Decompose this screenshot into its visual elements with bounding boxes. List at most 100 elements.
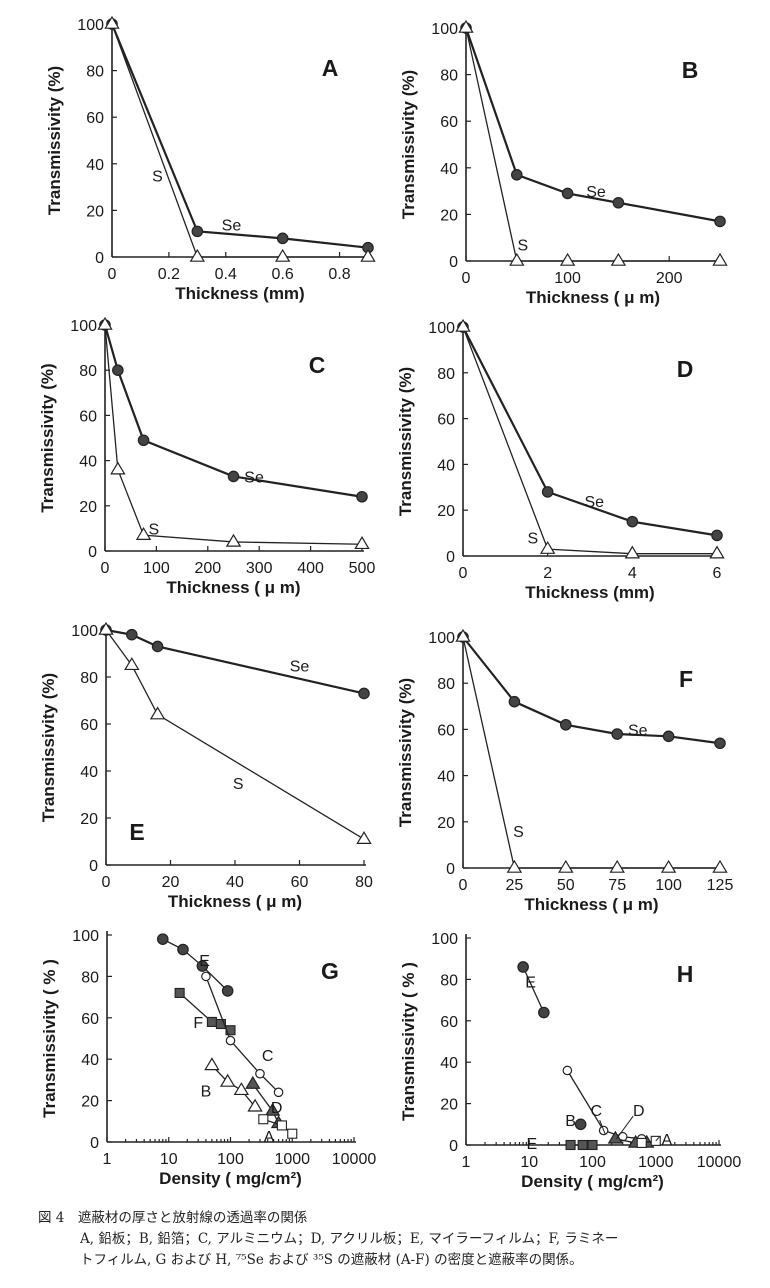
data-point — [662, 730, 675, 743]
y-axis-label: Transmissivity (%) — [45, 66, 64, 215]
series-e — [156, 933, 234, 997]
series-label: S — [513, 824, 524, 841]
series-e — [517, 961, 550, 1019]
data-point — [206, 1016, 217, 1027]
y-tick-label: 80 — [79, 363, 97, 380]
data-point — [562, 1065, 573, 1076]
series-line — [522, 966, 545, 1013]
series-label: A — [264, 1129, 275, 1146]
data-point — [360, 248, 376, 262]
chart-panel-d: 0 20 40 60 80 100 0 2 4 6 Thickness (mm) Transmissi… — [396, 318, 725, 602]
y-tick-label: 80 — [81, 969, 99, 986]
x-tick-label: 0 — [459, 877, 468, 894]
series-line — [205, 976, 280, 1093]
y-axis-label: Transmissivity (%) — [38, 363, 57, 512]
y-tick-label: 40 — [79, 454, 97, 471]
y-axis-label: Transmissivity (%) — [396, 678, 415, 827]
y-tick-label: 100 — [428, 630, 455, 647]
y-tick-label: 60 — [440, 1014, 458, 1031]
panel-letter: F — [679, 666, 693, 692]
series-line — [111, 23, 368, 258]
data-point — [189, 248, 206, 262]
series-line — [105, 629, 365, 840]
y-tick-label: 60 — [437, 412, 455, 429]
data-point — [97, 316, 113, 330]
data-point — [356, 490, 368, 503]
data-point — [565, 1139, 576, 1151]
x-tick-label: 75 — [608, 877, 626, 894]
x-tick-label: 0 — [108, 266, 117, 283]
data-point — [258, 1114, 269, 1125]
x-axis-label: Density ( mg/cm²) — [159, 1169, 302, 1188]
y-tick-label: 80 — [86, 64, 104, 81]
data-point — [508, 695, 521, 708]
x-tick-label: 300 — [246, 560, 273, 577]
data-point — [233, 1082, 250, 1096]
leader-line-a — [655, 1136, 660, 1142]
data-point — [517, 961, 529, 973]
data-point — [660, 859, 677, 873]
data-point — [255, 1068, 265, 1079]
x-tick-label: 0.8 — [328, 266, 350, 283]
data-point — [458, 19, 474, 33]
series-s — [455, 628, 728, 873]
figure-caption: 図 4 遮蔽材の厚さと放射線の透過率の関係 A, 鉛板；B, 鉛箔；C, アルミ… — [38, 1208, 758, 1271]
data-point — [135, 527, 152, 540]
series-label: S — [233, 776, 244, 793]
y-tick-label: 20 — [86, 203, 104, 220]
data-point — [712, 859, 728, 873]
series-f — [174, 987, 236, 1036]
series-se — [457, 631, 726, 750]
data-point — [509, 252, 525, 266]
x-tick-label: 100 — [554, 270, 581, 287]
data-point — [201, 971, 211, 982]
series-label: F — [193, 1015, 203, 1032]
y-tick-label: 40 — [437, 769, 455, 786]
series-line — [566, 1070, 642, 1140]
y-tick-label: 100 — [70, 318, 97, 335]
data-point — [510, 168, 523, 181]
caption-line-3: トフィルム, G および H, ⁷⁵Se および ³⁵S の遮蔽材 (A-F) … — [80, 1252, 583, 1268]
data-point — [539, 540, 556, 554]
x-tick-label: 0 — [462, 270, 471, 287]
series-label: E — [525, 974, 536, 991]
x-tick-label: 1 — [462, 1154, 471, 1171]
series-label: E — [527, 1136, 538, 1153]
series-s — [458, 19, 728, 266]
data-point — [609, 859, 625, 873]
x-tick-label: 100 — [655, 877, 682, 894]
x-tick-label: 500 — [349, 560, 376, 577]
y-axis-label: Transmissivity ( % ) — [399, 962, 418, 1121]
y-tick-label: 60 — [81, 1011, 99, 1028]
y-tick-label: 60 — [437, 722, 455, 739]
series-label: Se — [586, 184, 606, 201]
panel-letter: B — [682, 57, 699, 83]
series-se — [106, 18, 374, 254]
data-point — [356, 830, 372, 844]
data-point — [610, 252, 627, 266]
series-label: S — [518, 238, 529, 255]
data-point — [174, 987, 185, 999]
data-point — [711, 529, 723, 542]
x-tick-label: 200 — [194, 560, 221, 577]
y-tick-label: 100 — [431, 931, 458, 948]
x-tick-label: 100 — [217, 1151, 244, 1168]
x-axis-label: Thickness (mm) — [525, 583, 654, 602]
series-b — [574, 1118, 587, 1131]
data-point — [574, 1118, 587, 1131]
x-tick-label: 200 — [656, 270, 683, 287]
chart-panel-a: 0 20 40 60 80 100 0 0.2 0.4 0.6 0.8 Thickness (mm) T… — [45, 15, 376, 303]
y-axis-label: Transmissivity (%) — [396, 367, 415, 516]
x-tick-label: 10 — [520, 1154, 538, 1171]
y-tick-label: 20 — [440, 207, 458, 224]
x-tick-label: 1 — [103, 1151, 112, 1168]
x-tick-label: 0.6 — [272, 266, 294, 283]
panel-letter: H — [677, 961, 694, 987]
y-tick-label: 0 — [95, 250, 104, 267]
panel-letter: A — [322, 55, 339, 81]
data-point — [149, 706, 166, 720]
series-s — [97, 316, 370, 550]
y-tick-label: 40 — [86, 157, 104, 174]
y-tick-label: 40 — [440, 161, 458, 178]
